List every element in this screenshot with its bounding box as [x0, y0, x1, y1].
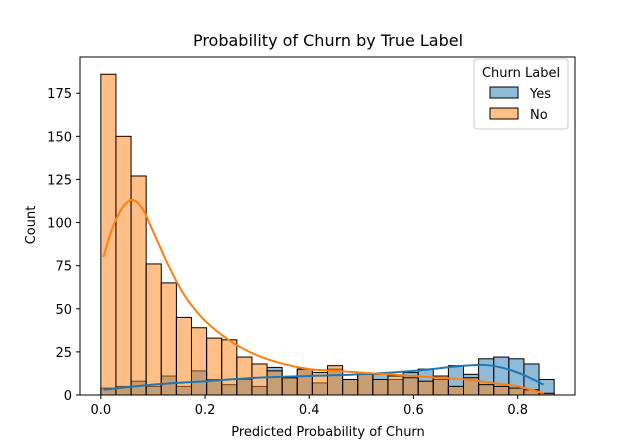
legend: Churn Label Yes No	[473, 58, 569, 130]
bar-no-13	[296, 368, 313, 396]
x-tick-label: 0.4	[299, 403, 320, 418]
bar-no-17	[357, 373, 374, 396]
y-axis-label: Count	[24, 206, 39, 245]
bar-no-9	[236, 356, 253, 396]
legend-label-no: No	[530, 108, 548, 123]
y-tick-label: 125	[47, 173, 72, 188]
y-tick-label: 50	[55, 303, 72, 318]
kde-line-no	[102, 199, 544, 395]
bar-no-12	[281, 377, 298, 396]
bar-no-3	[145, 263, 162, 396]
bar-no-26	[493, 385, 510, 396]
x-tick-label: 0.2	[195, 403, 216, 418]
plot-area	[100, 73, 555, 396]
bar-no-4	[160, 282, 177, 396]
y-tick-label: 175	[47, 87, 72, 102]
chart-title: Probability of Churn by True Label	[193, 31, 463, 50]
y-tick-label: 150	[47, 130, 72, 145]
bar-no-20	[402, 377, 419, 396]
axes-frame	[79, 56, 576, 396]
bar-no-21	[417, 380, 434, 396]
legend-swatch-no	[489, 107, 519, 120]
bar-no-11	[266, 370, 283, 396]
bar-no-0	[100, 73, 117, 396]
bar-no-16	[342, 378, 359, 396]
bar-no-27	[508, 387, 525, 396]
y-tick-label: 0	[64, 389, 72, 404]
bar-no-19	[387, 375, 404, 396]
kde-line-yes	[103, 363, 545, 391]
bar-no-7	[206, 337, 223, 396]
legend-label-yes: Yes	[529, 87, 551, 102]
x-tick-label: 0.6	[403, 403, 424, 418]
bar-no-6	[191, 327, 208, 396]
bar-no-18	[372, 378, 389, 396]
axes: 0.0 0.2 0.4 0.6 0.8 0 25 50 75 100 125 150 175	[47, 56, 576, 418]
x-axis-label: Predicted Probability of Churn	[231, 425, 425, 440]
bar-no-2	[130, 175, 147, 396]
legend-title: Churn Label	[482, 66, 560, 81]
x-tick-label: 0.8	[507, 403, 528, 418]
legend-swatch-yes	[489, 86, 519, 99]
bar-no-25	[478, 384, 495, 396]
y-tick-label: 25	[55, 346, 72, 361]
y-tick-label: 75	[55, 260, 72, 275]
y-tick-label: 100	[47, 217, 72, 232]
x-tick-label: 0.0	[90, 403, 111, 418]
bar-no-23	[447, 385, 464, 396]
bar-no-8	[221, 339, 238, 396]
bar-no-1	[115, 135, 132, 396]
bar-no-10	[251, 363, 268, 396]
